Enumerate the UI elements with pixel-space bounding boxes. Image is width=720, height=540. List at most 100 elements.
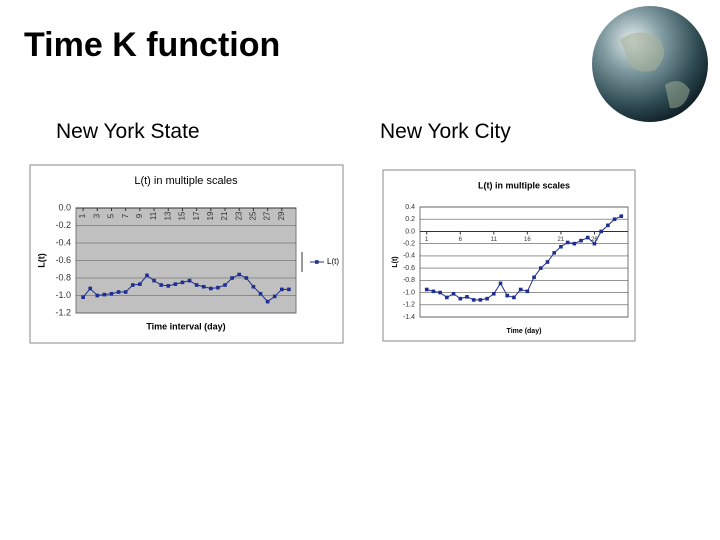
data-point <box>445 295 449 300</box>
data-point <box>424 287 429 292</box>
data-point <box>579 238 583 243</box>
data-point <box>552 251 556 255</box>
x-tick-label: 29 <box>277 211 286 220</box>
x-tick-label: 15 <box>178 211 187 220</box>
data-point <box>451 291 456 296</box>
data-point <box>258 291 263 296</box>
data-point <box>130 283 135 287</box>
data-point <box>619 214 624 218</box>
y-tick-label: -0.8 <box>403 277 415 284</box>
data-point <box>532 275 536 280</box>
x-tick-label: 1 <box>425 237 429 243</box>
data-point <box>438 290 442 295</box>
data-point <box>102 292 107 297</box>
x-tick-label: 6 <box>459 237 463 243</box>
data-point <box>159 283 163 287</box>
data-point <box>492 291 496 296</box>
x-tick-label: 21 <box>220 211 229 220</box>
x-tick-label: 5 <box>107 213 116 218</box>
panel-heading: New York City <box>380 120 511 143</box>
data-point <box>230 276 234 280</box>
y-tick-label: -0.2 <box>403 241 415 248</box>
data-point <box>559 244 563 249</box>
data-point <box>565 240 570 245</box>
x-tick-label: 11 <box>491 237 498 243</box>
data-point <box>606 223 610 228</box>
data-point <box>88 286 92 291</box>
data-point <box>585 235 590 240</box>
y-tick-label: -0.8 <box>55 272 71 282</box>
x-tick-label: 19 <box>206 211 215 220</box>
x-tick-label: 9 <box>135 213 144 218</box>
y-tick-label: -1.0 <box>55 290 71 300</box>
data-point <box>123 290 128 294</box>
x-tick-label: 13 <box>163 211 172 220</box>
data-point <box>431 289 436 294</box>
data-point <box>187 278 192 283</box>
data-point <box>244 276 249 280</box>
data-point <box>538 266 543 270</box>
data-point <box>166 284 171 288</box>
data-point <box>280 287 284 292</box>
chart-title: L(t) in multiple scales <box>134 175 238 187</box>
data-point <box>95 293 100 298</box>
slide-title: Time K function <box>24 26 281 64</box>
data-point <box>498 281 503 286</box>
x-tick-label: 3 <box>92 213 101 218</box>
x-tick-label: 21 <box>558 237 565 243</box>
y-axis-label: L(t) <box>392 256 399 267</box>
data-point <box>525 289 530 294</box>
data-point <box>81 295 85 300</box>
y-tick-label: 0.4 <box>405 204 415 211</box>
legend-marker <box>315 260 319 264</box>
data-point <box>471 298 476 302</box>
data-point <box>518 287 523 292</box>
x-tick-label: 1 <box>78 213 87 218</box>
data-point <box>237 272 242 277</box>
y-tick-label: 0.0 <box>58 202 71 212</box>
data-point <box>287 287 291 292</box>
data-point <box>223 283 227 287</box>
data-point <box>485 296 489 301</box>
data-point <box>265 299 270 304</box>
panel-heading: New York State <box>56 120 200 143</box>
data-point <box>180 280 185 285</box>
x-tick-label: 27 <box>263 211 272 220</box>
x-axis-label: Time interval (day) <box>146 321 225 331</box>
data-point <box>209 286 213 291</box>
y-tick-label: -1.0 <box>403 289 415 296</box>
data-point <box>465 295 469 299</box>
plot-area <box>419 206 629 318</box>
y-tick-label: -0.4 <box>403 253 415 260</box>
data-point <box>512 295 516 300</box>
data-point <box>138 282 142 286</box>
x-tick-label: 17 <box>192 211 201 220</box>
data-point <box>109 291 114 296</box>
y-tick-label: -1.4 <box>403 314 415 321</box>
data-point <box>116 290 121 294</box>
y-tick-label: 0.0 <box>405 228 415 235</box>
data-point <box>152 278 156 283</box>
chart-title: L(t) in multiple scales <box>478 180 570 190</box>
data-point <box>545 260 550 264</box>
y-tick-label: -0.4 <box>55 237 71 247</box>
y-axis-label: L(t) <box>36 253 46 268</box>
x-tick-label: 11 <box>149 211 158 220</box>
x-tick-label: 25 <box>249 211 258 220</box>
data-point <box>201 284 206 289</box>
data-point <box>612 217 617 222</box>
y-tick-label: -0.6 <box>403 265 415 272</box>
x-tick-label: 26 <box>591 237 598 243</box>
data-point <box>592 241 597 246</box>
data-point <box>572 241 577 246</box>
x-axis-label: Time (day) <box>507 328 542 335</box>
x-tick-label: 7 <box>121 213 130 218</box>
x-tick-label: 23 <box>234 211 243 220</box>
legend-label: L(t) <box>327 257 339 266</box>
data-point <box>216 285 220 290</box>
data-point <box>599 229 603 234</box>
data-point <box>478 298 483 302</box>
y-tick-label: -0.6 <box>55 255 71 265</box>
data-point <box>194 283 199 287</box>
